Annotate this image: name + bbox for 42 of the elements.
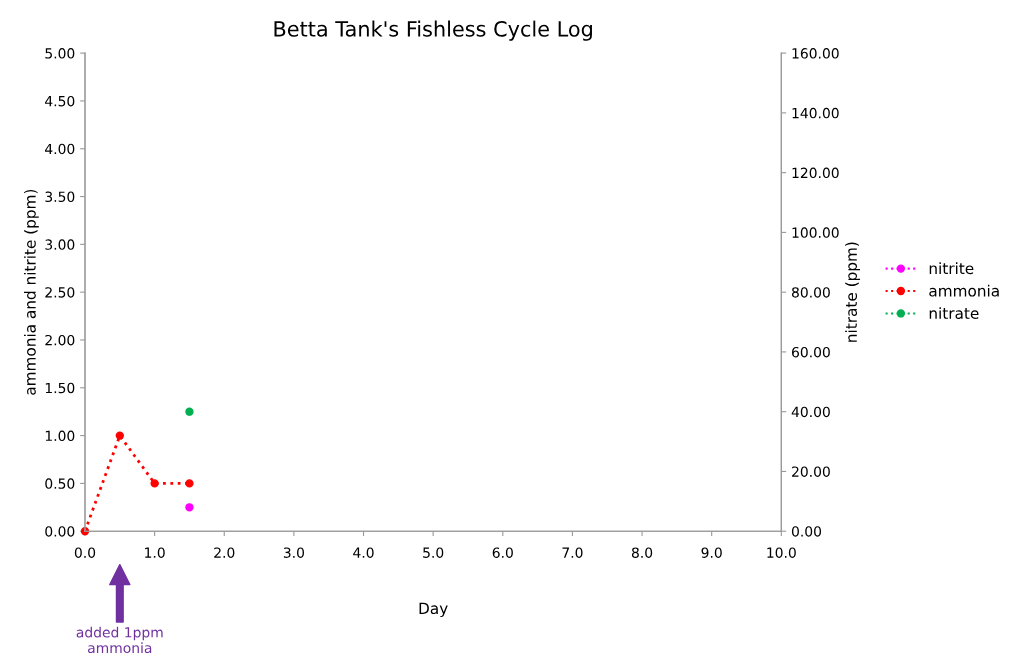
y-tick-label: 4.50 (45, 95, 75, 107)
x-tick-label: 3.0 (283, 547, 305, 558)
y2-axis-title: nitrate (ppm) (845, 242, 860, 342)
y-tick-label: 5.00 (45, 48, 75, 59)
y-axis-title: ammonia and nitrite (ppm) (24, 189, 39, 395)
y2-tick-label: 160.00 (792, 48, 839, 59)
text: added 1ppm ammonia (76, 626, 163, 654)
y2-tick-label: 140.00 (792, 107, 839, 119)
chart-title: Betta Tank's Fishless Cycle Log (274, 20, 592, 41)
x-axis-title: Day (419, 602, 448, 618)
y-tick-label: 3.00 (45, 239, 75, 250)
point (185, 479, 194, 488)
y2-tick-label: 120.00 (792, 167, 839, 179)
x-tick-label: 2.0 (214, 547, 235, 558)
point (115, 431, 124, 440)
x-tick-label: 5.0 (423, 547, 444, 558)
y2-tick-label: 20.00 (792, 466, 830, 477)
y2-tick-label: 40.00 (791, 406, 830, 418)
x-tick-label: 4.0 (353, 547, 374, 558)
y-tick-label: 1.00 (45, 430, 75, 442)
y-tick-label: 4.00 (45, 143, 75, 155)
legend-label: nitrite (929, 262, 974, 275)
x-tick-label: 7.0 (562, 547, 583, 558)
y2-tick-label: 60.00 (792, 346, 830, 358)
x-tick-label: 9.0 (701, 547, 722, 558)
point (150, 479, 159, 488)
x-tick-label: 1.0 (145, 547, 165, 558)
y2-tick-label: 80.00 (791, 287, 830, 298)
y2-tick-label: 100.00 (792, 227, 839, 238)
legend-label: nitrate (929, 307, 979, 320)
x-tick-label: 10.0 (767, 547, 796, 558)
y-tick-label: 0.00 (45, 526, 75, 537)
x-tick-label: 6.0 (492, 547, 513, 558)
y-tick-label: 0.50 (45, 478, 75, 489)
x-tick-label: 0.0 (74, 547, 96, 558)
y-tick-label: 3.50 (45, 191, 75, 203)
legend-label: ammonia (929, 284, 999, 297)
y-tick-label: 2.50 (45, 287, 75, 298)
y-tick-label: 1.50 (45, 382, 75, 394)
y-tick-label: 2.00 (45, 334, 75, 346)
y2-tick-label: 0.00 (791, 526, 822, 537)
x-tick-label: 8.0 (631, 547, 653, 558)
